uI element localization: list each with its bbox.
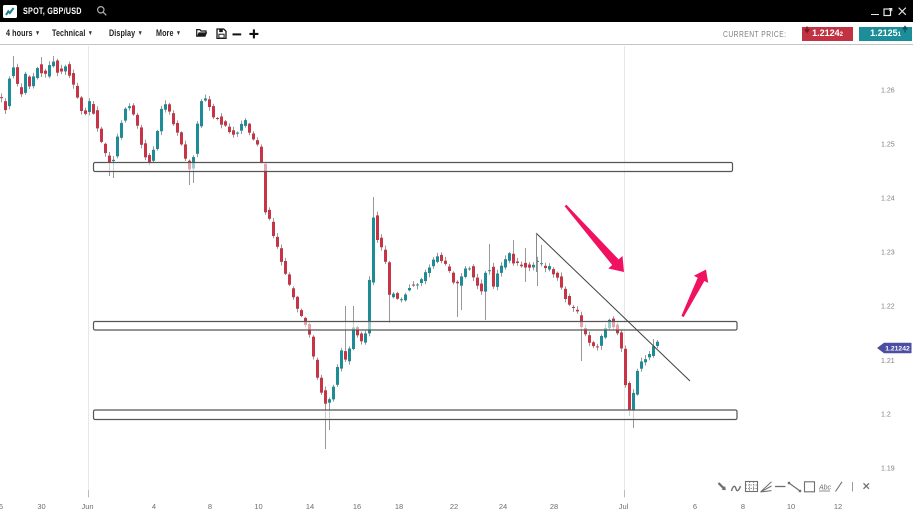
svg-text:8: 8 bbox=[741, 502, 745, 511]
svg-text:18: 18 bbox=[395, 502, 403, 511]
svg-text:Jul: Jul bbox=[619, 502, 629, 511]
svg-text:10: 10 bbox=[787, 502, 795, 511]
svg-text:1.23: 1.23 bbox=[881, 249, 895, 256]
svg-text:1.22: 1.22 bbox=[881, 303, 895, 310]
svg-text:Abc: Abc bbox=[818, 485, 832, 492]
svg-text:6: 6 bbox=[0, 502, 3, 511]
svg-text:1.21: 1.21 bbox=[881, 358, 895, 365]
svg-text:24: 24 bbox=[499, 502, 507, 511]
svg-text:1.21242: 1.21242 bbox=[885, 346, 910, 353]
svg-text:22: 22 bbox=[450, 502, 458, 511]
svg-text:4: 4 bbox=[152, 502, 156, 511]
svg-text:12: 12 bbox=[834, 502, 842, 511]
svg-text:1.19: 1.19 bbox=[881, 465, 895, 472]
svg-text:Jun: Jun bbox=[81, 502, 93, 511]
svg-text:1.24: 1.24 bbox=[881, 195, 895, 202]
svg-text:1.25: 1.25 bbox=[881, 141, 895, 148]
svg-text:6: 6 bbox=[693, 502, 697, 511]
svg-text:1.26: 1.26 bbox=[881, 87, 895, 94]
svg-text:14: 14 bbox=[306, 502, 314, 511]
svg-text:28: 28 bbox=[550, 502, 558, 511]
svg-text:30: 30 bbox=[37, 502, 45, 511]
svg-text:16: 16 bbox=[353, 502, 361, 511]
svg-text:8: 8 bbox=[208, 502, 212, 511]
svg-text:1.2: 1.2 bbox=[881, 411, 891, 418]
svg-text:10: 10 bbox=[254, 502, 262, 511]
